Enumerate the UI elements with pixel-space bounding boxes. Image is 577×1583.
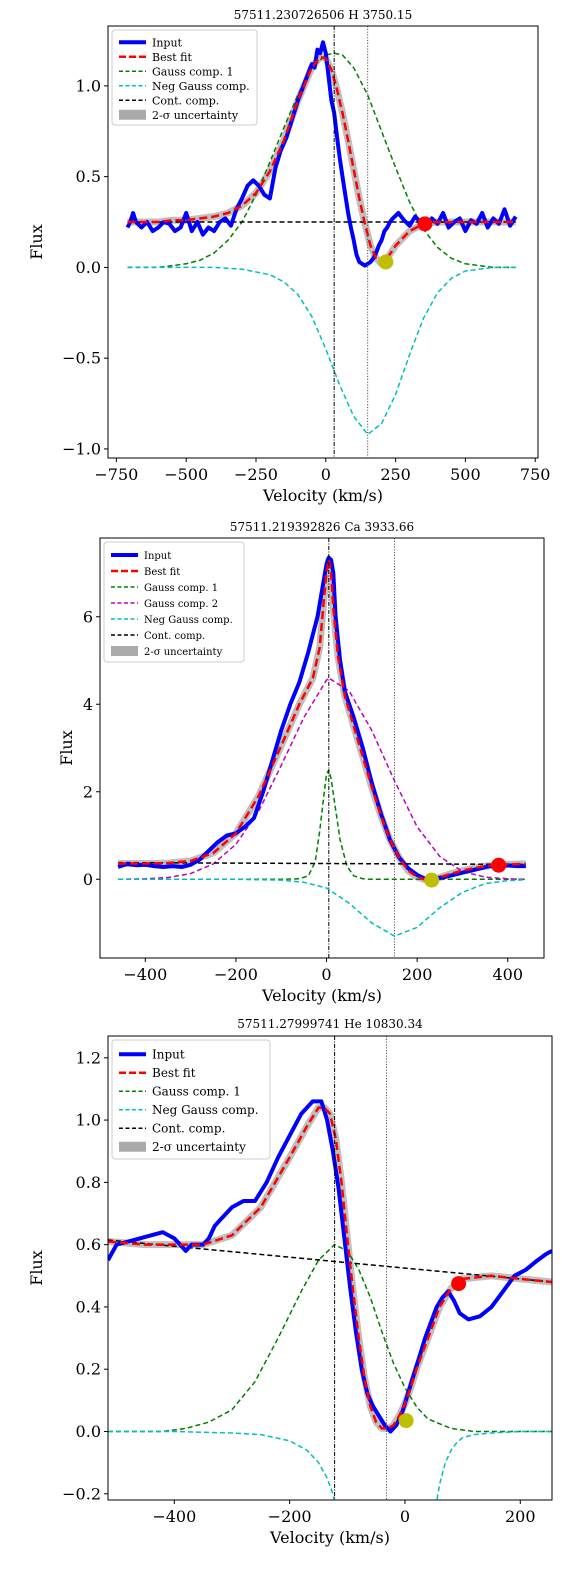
chart-title: 57511.219392826 Ca 3933.66	[230, 520, 414, 534]
legend: Input Best fit Gauss comp. 1 Gauss comp. 2 N…	[103, 541, 245, 663]
marker-point-1	[424, 872, 440, 888]
x-axis-label: Velocity (km/s)	[269, 1528, 390, 1547]
plot-area	[108, 1036, 552, 1500]
marker-point-2	[491, 857, 507, 873]
series-line-neg-gauss-comp	[127, 266, 516, 436]
y-tick-label: 2	[83, 782, 93, 801]
x-tick-label: −400	[152, 1507, 196, 1526]
series-line-neg-gauss-comp	[118, 878, 526, 937]
legend-label: Gauss comp. 1	[144, 583, 218, 594]
y-axis-label: Flux	[57, 730, 76, 766]
x-tick-label: −250	[234, 465, 278, 484]
y-tick-label: 0	[83, 870, 93, 889]
chart-title: 57511.230726506 H 3750.15	[234, 8, 412, 22]
legend-label: Gauss comp. 1	[152, 65, 233, 78]
legend-label: Neg Gauss comp.	[144, 615, 233, 626]
y-axis-label: Flux	[27, 1250, 46, 1286]
y-tick-label: 1.2	[76, 1048, 101, 1067]
legend-label: Cont. comp.	[144, 631, 205, 642]
legend-box	[103, 541, 245, 663]
plot-frame	[107, 25, 539, 459]
x-axis-label: Velocity (km/s)	[262, 486, 383, 505]
legend-label: Cont. comp.	[152, 94, 219, 107]
legend-label: 2-σ uncertainty	[152, 1140, 246, 1154]
legend-label: Cont. comp.	[152, 1121, 225, 1135]
legend-label: Input	[144, 551, 171, 562]
x-axis-label: Velocity (km/s)	[261, 986, 382, 1005]
y-tick-label: 0.2	[76, 1360, 101, 1379]
plot-area	[125, 26, 518, 458]
chart-panel-2: 57511.219392826 Ca 3933.66−400 −200 0 200 40…	[57, 520, 545, 1005]
x-tick-label: 750	[520, 465, 551, 484]
marker-point-1	[378, 254, 394, 270]
x-tick-label: −500	[164, 465, 208, 484]
x-tick-label: −400	[123, 965, 167, 984]
x-tick-label: 250	[380, 465, 411, 484]
legend-label: Input	[152, 1047, 185, 1061]
series-line-input	[117, 555, 526, 882]
legend-label: Neg Gauss comp.	[152, 80, 250, 93]
x-tick-label: 500	[450, 465, 481, 484]
y-tick-label: −1.0	[62, 439, 101, 458]
marker-point-2	[451, 1276, 467, 1292]
legend-label: Neg Gauss comp.	[152, 1103, 259, 1117]
series-line-gauss-comp-2	[118, 677, 526, 881]
marker-point-1	[398, 1413, 414, 1429]
chart-panel-3: 57511.27999741 He 10830.34 −400 −200 0 200 −0…	[27, 1017, 553, 1547]
series-line-gauss-comp-1	[108, 1243, 552, 1433]
marker-point-2	[417, 216, 433, 232]
legend-swatch-uncertainty	[119, 1141, 146, 1152]
series-line-cont-comp	[108, 1239, 552, 1283]
plot-frame	[107, 1035, 553, 1501]
legend-label: 2-σ uncertainty	[152, 109, 239, 122]
x-tick-label: 400	[492, 965, 523, 984]
plot-frame	[99, 537, 545, 959]
legend-label: 2-σ uncertainty	[144, 647, 223, 658]
chart-panel-1: 57511.230726506 H 3750.15 −750 −500 −250 0 25…	[27, 8, 550, 505]
y-tick-label: 0.4	[76, 1297, 101, 1316]
y-tick-label: 1.0	[76, 1111, 101, 1130]
legend-box	[111, 29, 258, 126]
series-line-cont-comp	[118, 861, 526, 866]
y-tick-label: 0.0	[76, 258, 101, 277]
chart-title: 57511.27999741 He 10830.34	[237, 1017, 423, 1031]
series-line-gauss-comp-1	[118, 769, 526, 881]
series-line-gauss-comp-1	[127, 52, 516, 269]
y-axis-label: Flux	[27, 224, 46, 260]
x-tick-label: 0	[321, 965, 331, 984]
x-tick-label: 0	[321, 465, 331, 484]
x-tick-label: 200	[505, 1507, 536, 1526]
series-line-best-fit	[108, 1106, 552, 1430]
y-tick-label: 0.0	[76, 1422, 101, 1441]
legend-label: Input	[152, 36, 183, 49]
y-tick-label: 0.5	[76, 167, 101, 186]
x-tick-label: 200	[402, 965, 433, 984]
x-tick-label: 0	[400, 1507, 410, 1526]
y-tick-label: −0.2	[62, 1484, 101, 1503]
legend-label: Best fit	[144, 567, 180, 578]
legend-label: Best fit	[152, 51, 192, 64]
x-tick-label: −200	[214, 965, 258, 984]
y-tick-label: −0.5	[62, 349, 101, 368]
legend: Input Best fit Gauss comp. 1 Neg Gauss comp…	[111, 1039, 271, 1160]
legend-label: Gauss comp. 2	[144, 599, 218, 610]
x-tick-label: −750	[94, 465, 138, 484]
legend-swatch-uncertainty	[111, 646, 138, 656]
plot-area	[117, 538, 526, 958]
y-tick-label: 6	[83, 607, 93, 626]
legend-swatch-uncertainty	[119, 109, 146, 120]
y-tick-label: 1.0	[76, 76, 101, 95]
y-tick-label: 0.6	[76, 1235, 101, 1254]
legend-box	[111, 1039, 271, 1160]
legend-label: Gauss comp. 1	[152, 1084, 241, 1098]
legend-label: Best fit	[152, 1066, 196, 1080]
x-tick-label: −200	[268, 1507, 312, 1526]
y-tick-label: 0.8	[76, 1173, 101, 1192]
y-tick-label: 4	[83, 695, 93, 714]
